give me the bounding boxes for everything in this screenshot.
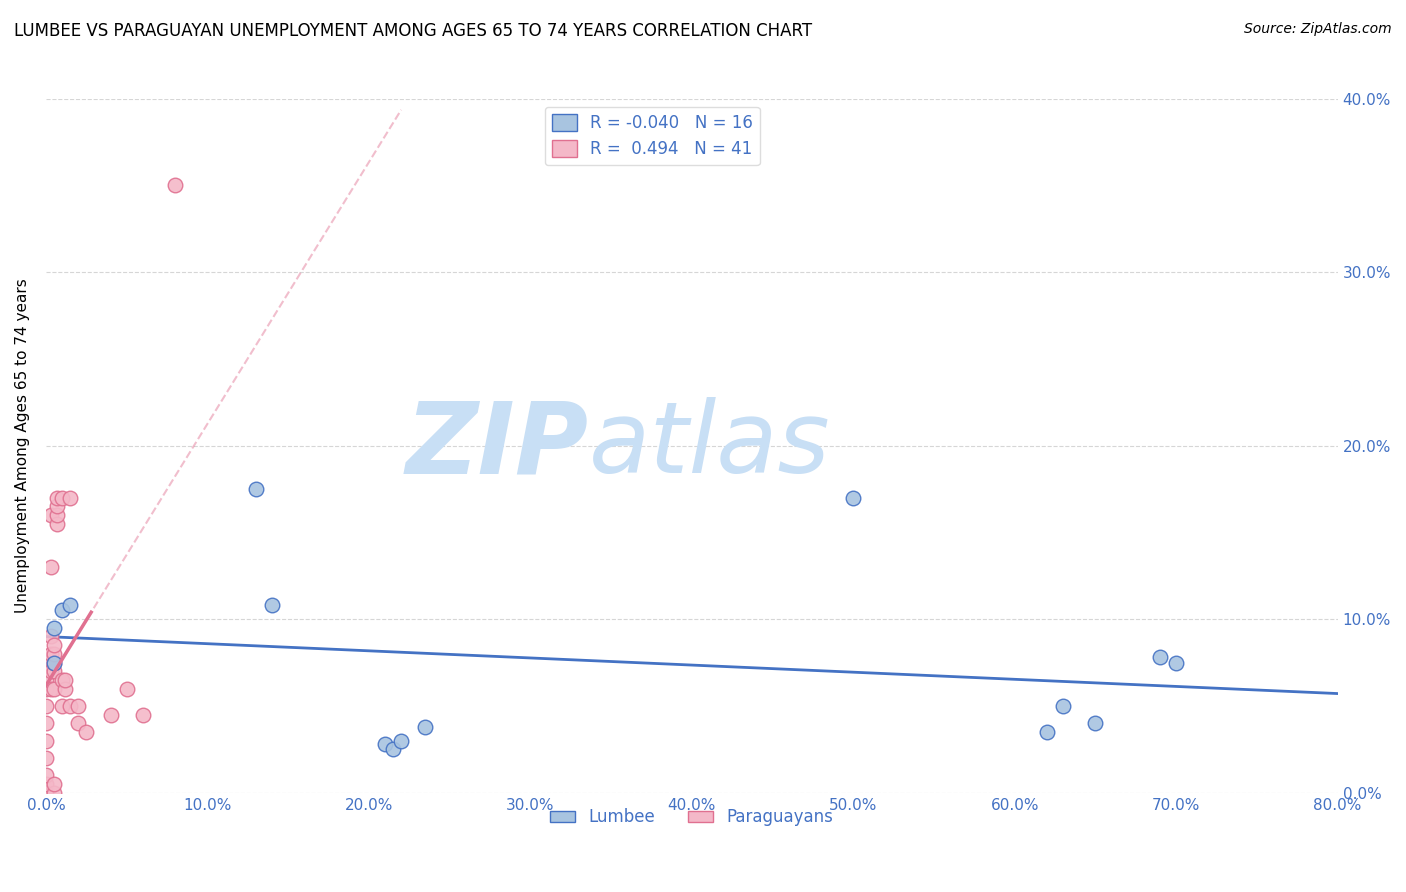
Point — [1084, 716, 1107, 731]
Point — [39, 664, 62, 678]
Point — [46, 491, 69, 505]
Point — [53, 673, 76, 687]
Point — [35, 733, 58, 747]
Point — [75, 725, 97, 739]
Text: atlas: atlas — [589, 397, 830, 494]
Point — [165, 178, 187, 193]
Point — [39, 647, 62, 661]
Point — [39, 630, 62, 644]
Point — [245, 482, 267, 496]
Point — [46, 500, 69, 514]
Point — [382, 742, 405, 756]
Point — [42, 638, 65, 652]
Point — [42, 621, 65, 635]
Point — [39, 508, 62, 522]
Text: LUMBEE VS PARAGUAYAN UNEMPLOYMENT AMONG AGES 65 TO 74 YEARS CORRELATION CHART: LUMBEE VS PARAGUAYAN UNEMPLOYMENT AMONG … — [14, 22, 813, 40]
Legend: Lumbee, Paraguayans: Lumbee, Paraguayans — [543, 802, 841, 833]
Point — [51, 673, 73, 687]
Text: ZIP: ZIP — [405, 397, 589, 494]
Point — [35, 673, 58, 687]
Point — [42, 656, 65, 670]
Point — [51, 603, 73, 617]
Point — [374, 737, 396, 751]
Point — [35, 656, 58, 670]
Point — [42, 777, 65, 791]
Point — [53, 681, 76, 696]
Point — [42, 681, 65, 696]
Point — [46, 516, 69, 531]
Point — [260, 599, 283, 613]
Point — [59, 698, 82, 713]
Point — [42, 647, 65, 661]
Point — [132, 707, 155, 722]
Point — [35, 681, 58, 696]
Point — [115, 681, 138, 696]
Point — [67, 716, 90, 731]
Point — [67, 698, 90, 713]
Point — [39, 560, 62, 574]
Point — [46, 508, 69, 522]
Point — [415, 720, 437, 734]
Point — [35, 768, 58, 782]
Point — [35, 786, 58, 800]
Point — [42, 664, 65, 678]
Point — [39, 681, 62, 696]
Point — [51, 698, 73, 713]
Point — [1036, 725, 1059, 739]
Point — [389, 733, 412, 747]
Point — [35, 777, 58, 791]
Point — [1166, 656, 1188, 670]
Point — [100, 707, 122, 722]
Text: Source: ZipAtlas.com: Source: ZipAtlas.com — [1244, 22, 1392, 37]
Point — [1149, 650, 1171, 665]
Point — [51, 491, 73, 505]
Point — [35, 698, 58, 713]
Point — [59, 491, 82, 505]
Point — [42, 786, 65, 800]
Point — [1052, 698, 1074, 713]
Point — [35, 751, 58, 765]
Y-axis label: Unemployment Among Ages 65 to 74 years: Unemployment Among Ages 65 to 74 years — [15, 278, 30, 613]
Point — [35, 716, 58, 731]
Point — [59, 599, 82, 613]
Point — [842, 491, 865, 505]
Point — [42, 656, 65, 670]
